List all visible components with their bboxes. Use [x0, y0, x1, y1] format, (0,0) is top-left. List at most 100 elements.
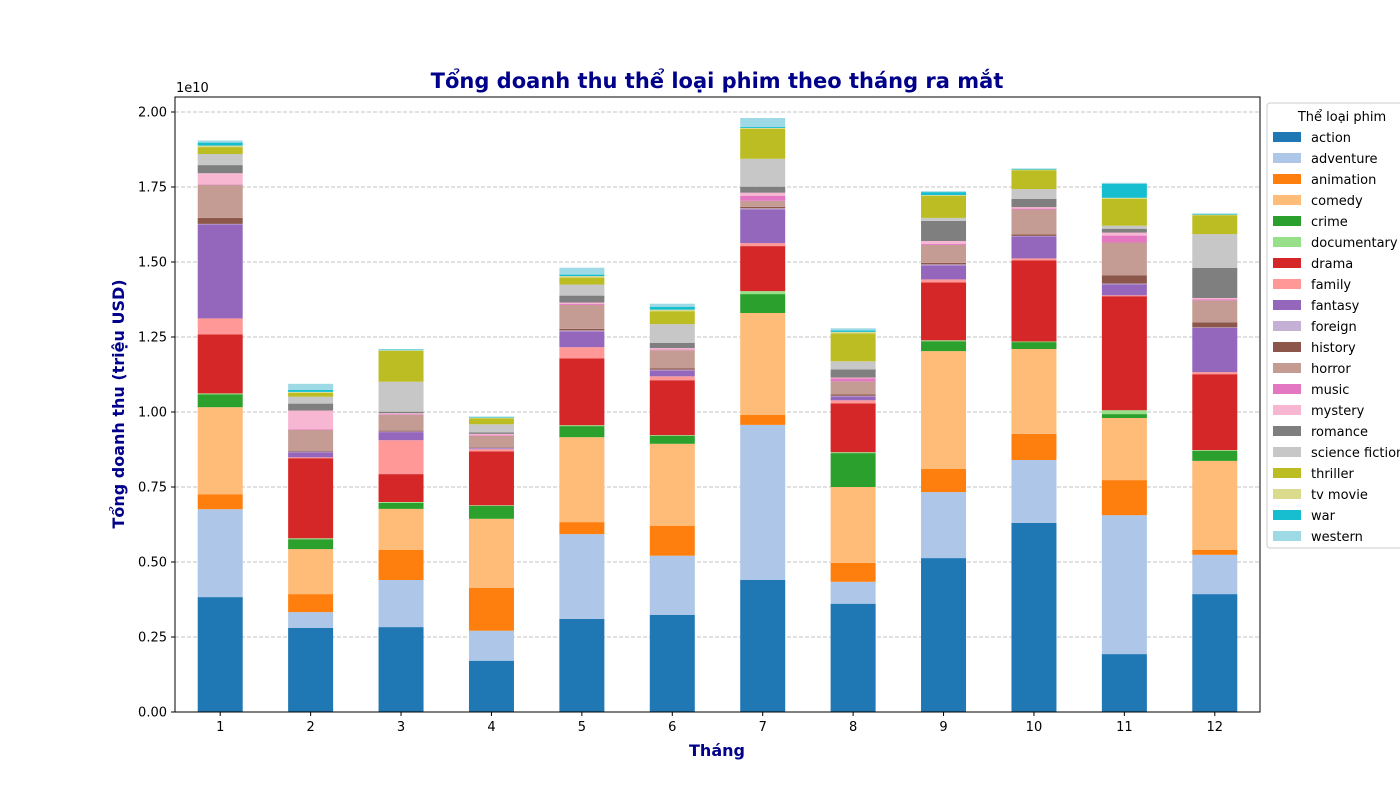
bar-segment — [740, 192, 786, 196]
legend-swatch — [1273, 489, 1301, 499]
bar-segment — [1101, 242, 1147, 276]
bar-segment — [830, 381, 876, 395]
bar-segment — [921, 196, 967, 218]
bar-segment — [468, 436, 514, 448]
bar-segment — [468, 587, 514, 631]
bar-segment — [1101, 275, 1147, 284]
legend-swatch — [1273, 174, 1301, 184]
y-axis-ticks: 0.00 0.25 0.50 0.75 1.00 1.25 1.50 1.75 2.00 — [138, 106, 175, 721]
bar-segment — [1101, 183, 1147, 198]
bar-segment — [740, 186, 786, 193]
bar-segment — [649, 306, 695, 310]
bar-segment — [1101, 410, 1147, 415]
bar-segment — [378, 431, 424, 433]
bar-segment — [468, 418, 514, 425]
legend-label: comedy — [1311, 194, 1363, 209]
legend-swatch — [1273, 447, 1301, 457]
bar-segment — [559, 274, 605, 277]
bar-segment — [378, 349, 424, 350]
bar-segment — [288, 594, 334, 613]
bar-segment — [288, 429, 334, 430]
legend-swatch — [1273, 468, 1301, 478]
bar-segment — [921, 262, 967, 265]
bar-segment — [468, 417, 514, 419]
bar-segment — [288, 403, 334, 411]
bar-segment — [559, 425, 605, 427]
bar-segment — [288, 451, 334, 453]
bar-segment — [649, 525, 695, 556]
bar-segment — [1192, 460, 1238, 550]
legend-label: thriller — [1311, 467, 1355, 482]
bar-segment — [197, 140, 243, 143]
bar-segment — [197, 394, 243, 408]
bar-segment — [1192, 550, 1238, 555]
bar-segment — [288, 612, 334, 628]
bar-segment — [649, 368, 695, 370]
bar-segment — [378, 440, 424, 475]
bar-segment — [740, 127, 786, 129]
legend-swatch — [1273, 531, 1301, 541]
legend-label: tv movie — [1311, 488, 1368, 503]
bar-segment — [1101, 295, 1147, 297]
bar-segment — [378, 432, 424, 441]
y-axis-offset-text: 1e10 — [176, 81, 209, 96]
bar-segment — [1011, 209, 1057, 235]
bar-segment — [740, 206, 786, 209]
bar-segment — [830, 603, 876, 712]
legend-label: documentary — [1311, 236, 1398, 251]
legend-label: horror — [1311, 362, 1351, 377]
y-tick-label: 1.75 — [138, 181, 167, 196]
bar-segment — [1011, 460, 1057, 523]
bar-segment — [468, 518, 514, 588]
bar-segment — [197, 217, 243, 224]
y-tick-label: 2.00 — [138, 106, 167, 121]
bar-segment — [1192, 450, 1238, 451]
bar-segment — [197, 154, 243, 166]
bar-segment — [378, 349, 424, 351]
legend-swatch — [1273, 195, 1301, 205]
bar-segment — [1101, 296, 1147, 411]
legend-frame — [1266, 102, 1400, 549]
bar-segment — [830, 377, 876, 379]
bar-segment — [468, 505, 514, 519]
bar-segment — [288, 396, 334, 404]
bar-segment — [378, 350, 424, 382]
bar-segment — [1192, 300, 1238, 323]
bar-segment — [1192, 554, 1238, 595]
bar-segment — [1192, 372, 1238, 375]
bar-segment — [740, 415, 786, 425]
bar-segment — [197, 147, 243, 154]
bar-segment — [1011, 349, 1057, 434]
bar-segment — [288, 430, 334, 451]
bar-segment — [468, 505, 514, 506]
bar-segment — [197, 407, 243, 495]
bar-segment — [378, 580, 424, 628]
bar-segment — [649, 435, 695, 444]
bar-segment — [921, 195, 967, 196]
bar-segment — [1192, 298, 1238, 300]
bar-segment — [1101, 515, 1147, 655]
bar-segment — [1011, 169, 1057, 171]
bar-segment — [197, 223, 243, 225]
legend-label: music — [1311, 383, 1349, 398]
bar-segment — [288, 549, 334, 595]
x-tick-label: 12 — [1207, 720, 1224, 735]
bar-segment — [197, 393, 243, 395]
bars-group — [197, 118, 1238, 712]
bar-segment — [1192, 214, 1238, 215]
bar-segment — [649, 309, 695, 312]
bar-segment — [830, 403, 876, 453]
bar-segment — [921, 244, 967, 263]
bar-segment — [649, 349, 695, 351]
bar-segment — [1192, 322, 1238, 328]
bar-segment — [921, 340, 967, 342]
bar-segment — [830, 328, 876, 331]
bar-segment — [288, 451, 334, 452]
legend-label: action — [1311, 131, 1351, 146]
bar-segment — [559, 284, 605, 296]
bar-segment — [378, 414, 424, 415]
bar-segment — [921, 244, 967, 245]
bar-segment — [740, 246, 786, 292]
bar-segment — [1011, 208, 1057, 210]
bar-segment — [288, 392, 334, 397]
